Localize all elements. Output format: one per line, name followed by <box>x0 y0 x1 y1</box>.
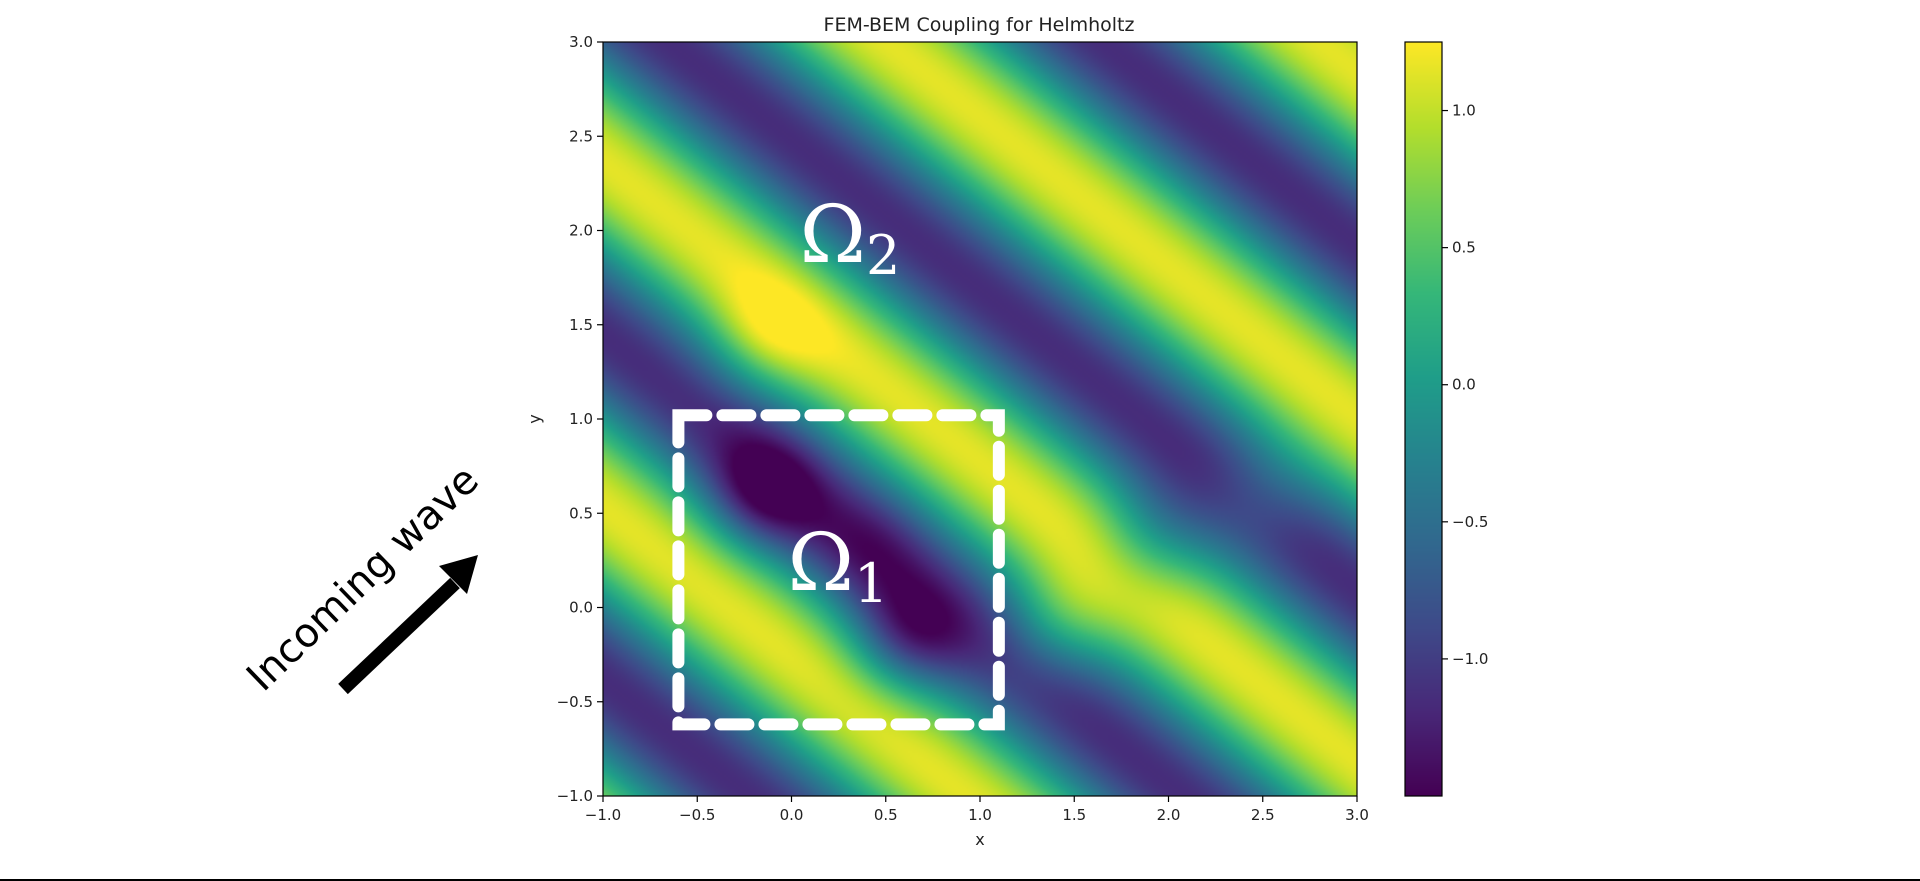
y-axis-label: y <box>525 414 544 423</box>
y-tick-label: 3.0 <box>569 33 593 51</box>
colorbar-tick-label: 0.5 <box>1452 239 1476 257</box>
arrow-head <box>439 555 478 594</box>
x-tick-label: −1.0 <box>585 806 621 824</box>
y-tick-label: 2.5 <box>569 127 593 145</box>
bottom-border <box>0 879 1920 881</box>
x-tick-label: 2.0 <box>1157 806 1181 824</box>
colorbar-axis: 1.0 0.5 0.0 −0.5 −1.0 <box>1442 102 1488 668</box>
x-tick-label: 2.5 <box>1251 806 1275 824</box>
y-tick-label: −1.0 <box>557 787 593 805</box>
omega-1-base: Ω <box>788 516 854 609</box>
colorbar-gradient <box>1405 42 1442 796</box>
colorbar-tick-label: 1.0 <box>1452 102 1476 120</box>
x-tick-label: 0.0 <box>780 806 804 824</box>
x-tick-label: 1.0 <box>968 806 992 824</box>
x-tick-label: 3.0 <box>1345 806 1369 824</box>
arrow-shaft <box>338 577 460 695</box>
chart-title: FEM-BEM Coupling for Helmholtz <box>824 14 1135 36</box>
fem-region-boundary <box>672 409 1005 731</box>
omega-1-label: Ω1 <box>788 516 889 615</box>
y-axis: −1.0 −0.5 0.0 0.5 1.0 1.5 2.0 2.5 3.0 <box>557 33 603 805</box>
colorbar-frame <box>1404 41 1443 797</box>
incoming-wave-arrow <box>338 555 478 695</box>
plot-frame <box>602 41 1358 797</box>
colorbar-tick-label: 0.0 <box>1452 376 1476 394</box>
omega-1-subscript: 1 <box>854 552 888 615</box>
x-tick-label: 1.5 <box>1062 806 1086 824</box>
x-tick-label: 0.5 <box>874 806 898 824</box>
y-tick-label: 1.5 <box>569 316 593 334</box>
y-tick-label: 0.5 <box>569 504 593 522</box>
y-tick-label: −0.5 <box>557 693 593 711</box>
x-axis-label: x <box>975 830 984 849</box>
y-tick-label: 0.0 <box>569 599 593 617</box>
x-tick-label: −0.5 <box>679 806 715 824</box>
x-axis: −1.0 −0.5 0.0 0.5 1.0 1.5 2.0 2.5 3.0 <box>585 796 1369 824</box>
y-tick-label: 1.0 <box>569 410 593 428</box>
colorbar-tick-label: −1.0 <box>1452 650 1488 668</box>
colorbar-tick-label: −0.5 <box>1452 513 1488 531</box>
omega-2-subscript: 2 <box>866 224 900 287</box>
omega-2-label: Ω2 <box>800 188 901 287</box>
y-tick-label: 2.0 <box>569 222 593 240</box>
omega-2-base: Ω <box>800 188 866 281</box>
